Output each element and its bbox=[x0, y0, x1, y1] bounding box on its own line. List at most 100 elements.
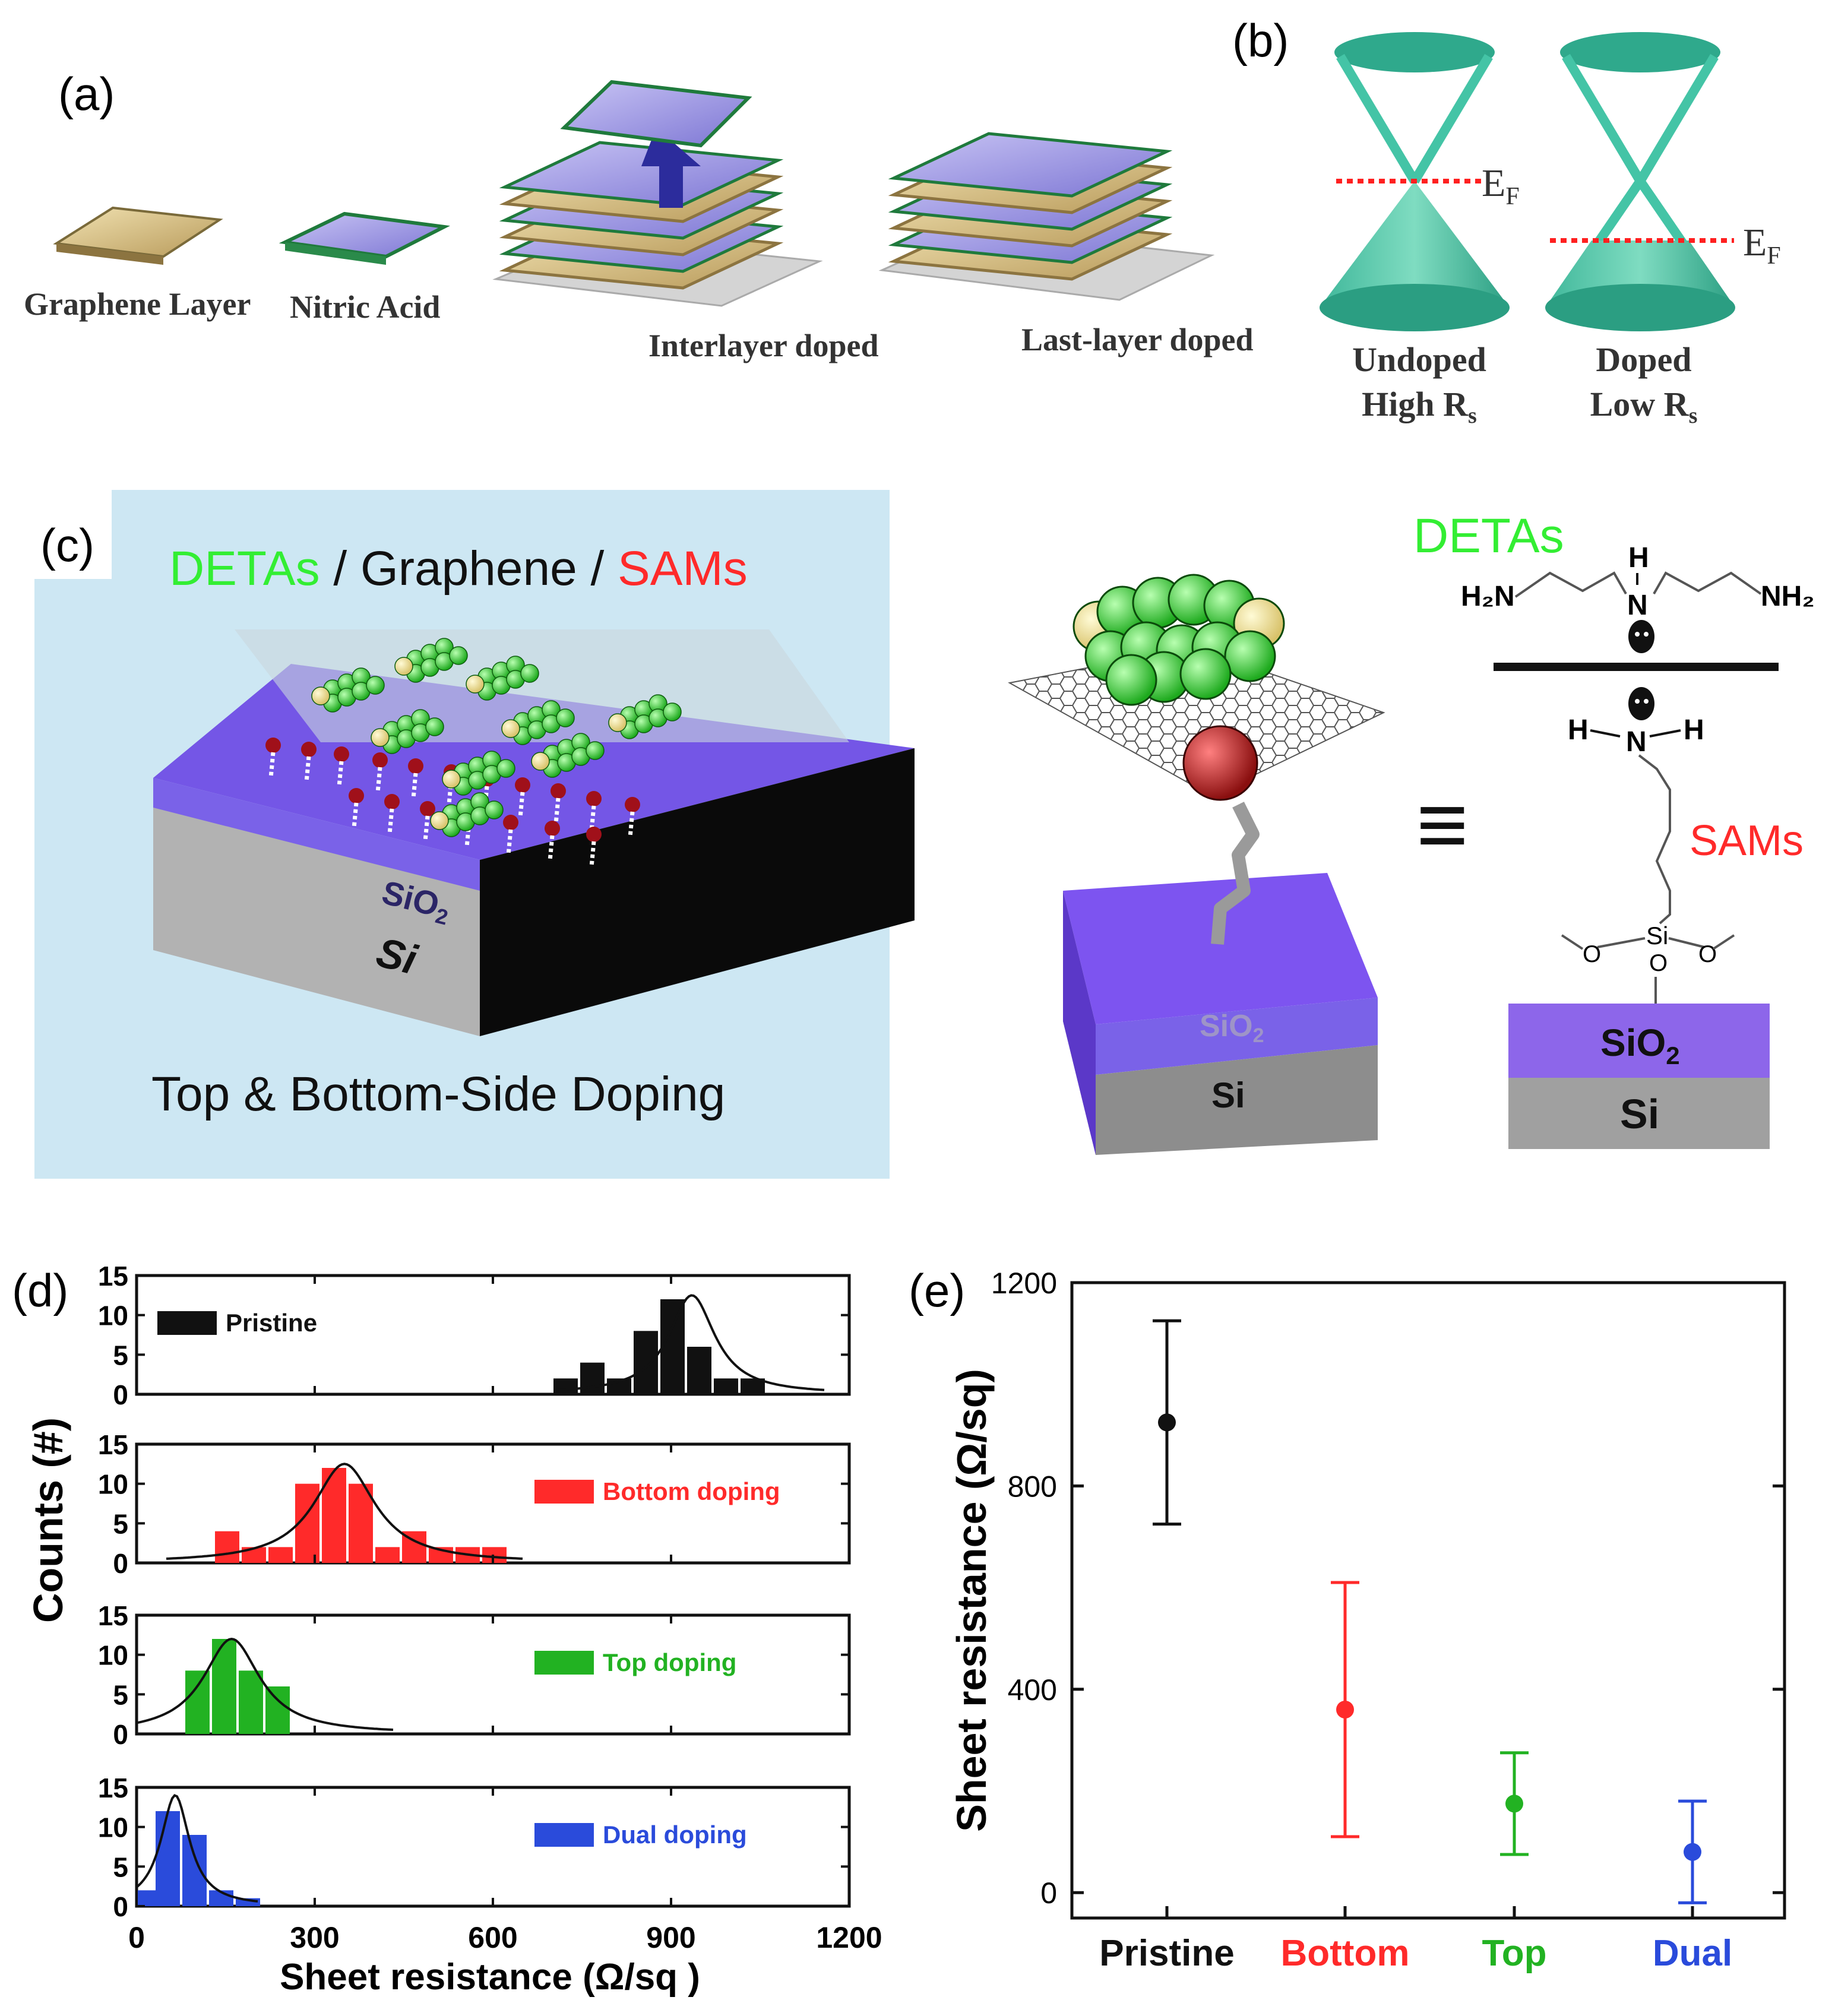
sam-head-atom bbox=[372, 752, 388, 768]
panel-d-label: (d) bbox=[12, 1264, 68, 1316]
sam-head-atom bbox=[265, 738, 281, 753]
sam-chain bbox=[411, 773, 418, 799]
atom-n-sam: N bbox=[1626, 726, 1647, 758]
sam-chain bbox=[506, 829, 513, 856]
y-tick-label: 10 bbox=[98, 1300, 128, 1331]
sam-chain bbox=[553, 797, 561, 824]
undoped-resistance: High Rs bbox=[1362, 385, 1477, 428]
histogram-bar bbox=[553, 1378, 578, 1394]
fit-curve bbox=[136, 1637, 394, 1731]
sam-head-atom bbox=[384, 794, 400, 809]
undoped-label: Undoped bbox=[1352, 340, 1486, 379]
atom-h2n: H₂N bbox=[1461, 581, 1515, 612]
panel-c-right: SiO2 Si ≡ DETAs SAMs H N H₂N NH₂ bbox=[1008, 509, 1815, 1155]
panel-c-heading: DETAs / Graphene / SAMs bbox=[169, 542, 748, 596]
atom-h-top: H bbox=[1628, 542, 1649, 574]
amine-group-ball bbox=[1182, 725, 1258, 801]
panel-d-ylabel: Counts (#) bbox=[25, 1417, 71, 1623]
deta-atom bbox=[496, 759, 515, 778]
sam-head-atom bbox=[301, 742, 317, 757]
histogram-bar bbox=[185, 1670, 210, 1734]
histogram-bar bbox=[580, 1362, 605, 1394]
x-category-label: Top bbox=[1482, 1933, 1546, 1974]
deta-atom bbox=[586, 741, 605, 760]
histogram-bar bbox=[482, 1547, 507, 1563]
doped-resistance: Low Rs bbox=[1590, 385, 1698, 428]
sam-chain bbox=[337, 761, 344, 787]
substrate-sio2-layer bbox=[1508, 1004, 1770, 1078]
lone-pair-bottom bbox=[1628, 687, 1654, 720]
data-point bbox=[1684, 1843, 1701, 1861]
atom-o-left: O bbox=[1583, 941, 1601, 967]
fermi-label-doped: EF bbox=[1743, 221, 1781, 270]
legend-label: Pristine bbox=[226, 1309, 317, 1337]
deta-atom bbox=[1105, 654, 1157, 706]
panel-e-ylabel: Sheet resistance (Ω/sq) bbox=[948, 1369, 995, 1832]
sam-chain bbox=[423, 815, 430, 842]
y-tick-label: 0 bbox=[113, 1548, 128, 1579]
atom-h-left: H bbox=[1568, 714, 1589, 746]
sam-chain bbox=[589, 841, 596, 868]
y-tick-label: 400 bbox=[1008, 1673, 1057, 1707]
block-sio2-label: SiO2 bbox=[1200, 1009, 1264, 1047]
interlayer-doped-stack bbox=[492, 80, 823, 307]
y-tick-label: 15 bbox=[98, 1261, 128, 1292]
panel-c-left: (c) DETAs / Graphene / SAMs SiO2 Si Top … bbox=[34, 490, 915, 1179]
deta-atom bbox=[311, 686, 330, 705]
x-tick-label: 300 bbox=[290, 1921, 339, 1954]
histogram-bar bbox=[182, 1835, 207, 1906]
sam-chain bbox=[268, 752, 276, 778]
y-tick-label: 10 bbox=[98, 1640, 128, 1671]
doped-dirac-cone bbox=[1545, 32, 1735, 331]
atom-si: Si bbox=[1646, 922, 1668, 950]
layer-sio2-label: SiO2 bbox=[1600, 1021, 1680, 1069]
deta-atom bbox=[1179, 648, 1232, 700]
deta-atom bbox=[394, 657, 413, 676]
sam-head-atom bbox=[586, 791, 602, 806]
deta-atom bbox=[663, 702, 682, 721]
layer-si-label: Si bbox=[1620, 1091, 1659, 1137]
x-category-label: Dual bbox=[1653, 1933, 1732, 1974]
caption-interlayer-doped: Interlayer doped bbox=[648, 328, 879, 363]
histogram-bar bbox=[215, 1531, 239, 1563]
fermi-label-undoped: EF bbox=[1482, 162, 1520, 210]
y-tick-label: 15 bbox=[98, 1773, 128, 1803]
linker-chain bbox=[1211, 802, 1260, 945]
histogram-bar bbox=[156, 1811, 180, 1906]
legend-label: Top doping bbox=[603, 1648, 736, 1676]
deta-structure: H N H₂N NH₂ bbox=[1461, 542, 1815, 653]
y-tick-label: 5 bbox=[113, 1852, 128, 1882]
histogram-bar bbox=[687, 1347, 711, 1394]
histogram-bar bbox=[212, 1639, 236, 1734]
y-tick-label: 1200 bbox=[991, 1267, 1057, 1300]
x-tick-label: 0 bbox=[128, 1921, 145, 1954]
sam-head-atom bbox=[349, 788, 364, 803]
molecule-layer bbox=[265, 638, 682, 868]
panel-b-label: (b) bbox=[1232, 14, 1289, 67]
x-category-label: Pristine bbox=[1099, 1933, 1234, 1974]
lone-pair-top bbox=[1628, 620, 1654, 653]
sam-head-atom bbox=[408, 758, 423, 774]
si-block bbox=[1063, 873, 1378, 1155]
atom-n-center: N bbox=[1627, 590, 1648, 621]
histogram-bar bbox=[268, 1547, 293, 1563]
graphene-layer-tile bbox=[53, 206, 223, 265]
deta-atom bbox=[1224, 630, 1276, 682]
sam-chain bbox=[447, 778, 454, 805]
sam-head-atom bbox=[625, 797, 640, 812]
y-tick-label: 15 bbox=[98, 1600, 128, 1631]
undoped-dirac-cone bbox=[1320, 32, 1510, 331]
sam-head-atom bbox=[586, 827, 602, 842]
histogram-pristine: 0 5 10 15 Pristine bbox=[98, 1261, 851, 1410]
panel-c-label: (c) bbox=[40, 519, 94, 571]
x-category-label: Bottom bbox=[1281, 1933, 1410, 1974]
x-tick-label: 1200 bbox=[816, 1921, 882, 1954]
substrate-si-layer bbox=[1508, 1078, 1770, 1149]
fit-curve bbox=[135, 1794, 258, 1903]
sam-chain bbox=[352, 802, 359, 829]
sam-structure: H N H Si O O O bbox=[1561, 687, 1735, 1004]
deta-atom bbox=[371, 728, 390, 747]
histogram-bar bbox=[660, 1299, 685, 1394]
stack-layer bbox=[499, 141, 784, 207]
